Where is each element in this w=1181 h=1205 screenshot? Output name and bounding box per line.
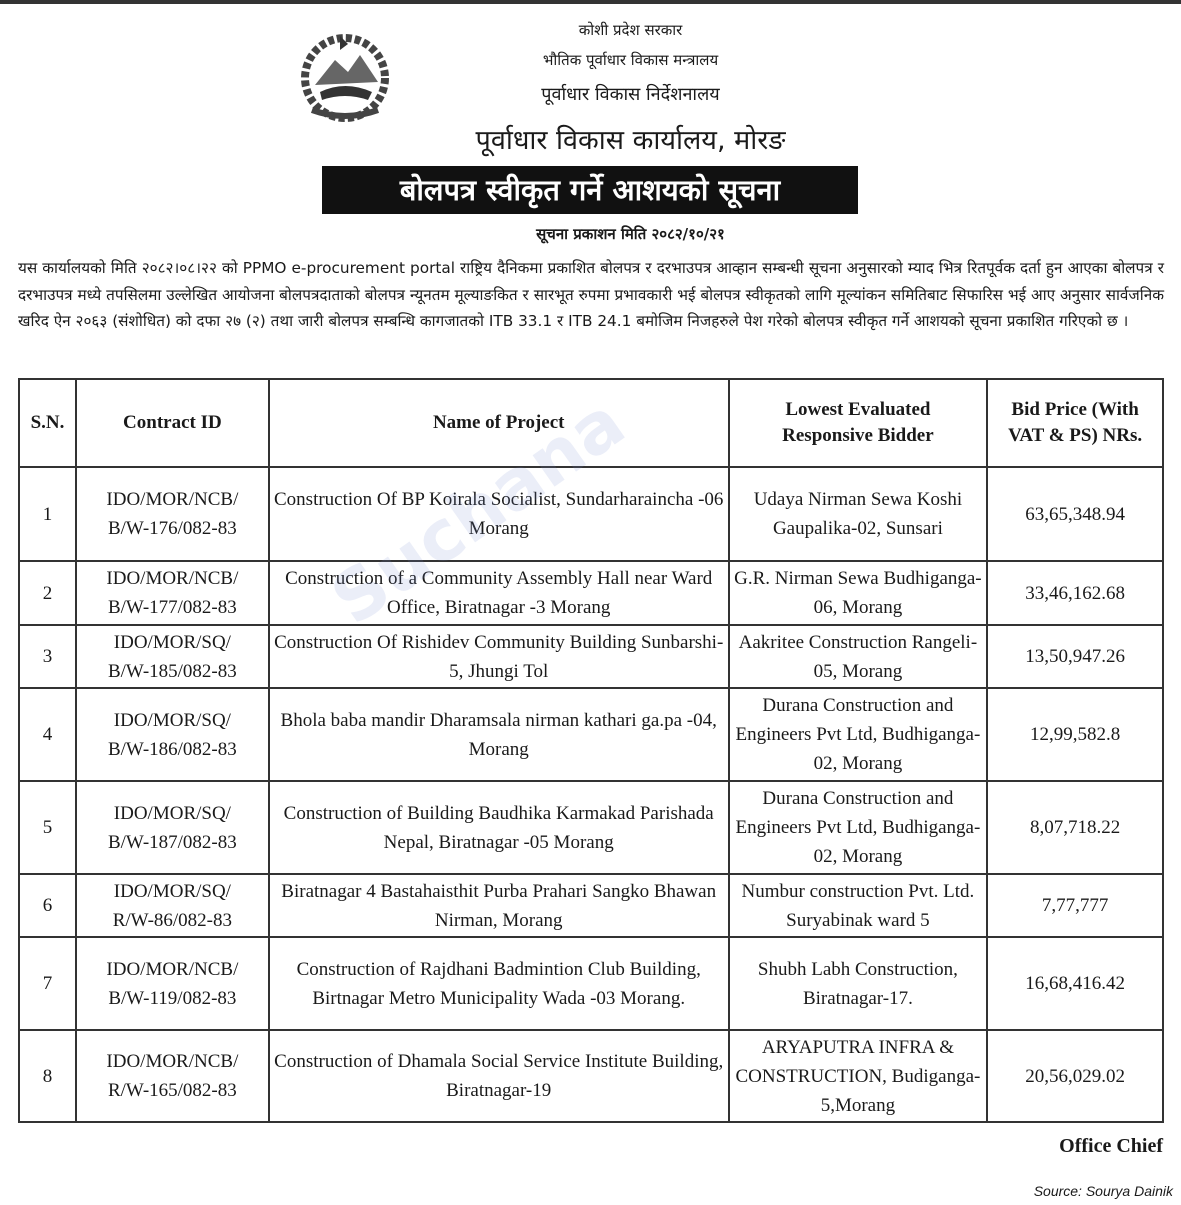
table-row: 3 IDO/MOR/SQ/ B/W-185/082-83 Construction …: [18, 624, 1164, 689]
notice-title: बोलपत्र स्वीकृत गर्ने आशयको सूचना: [322, 166, 858, 214]
header-bidder: Lowest Evaluated Responsive Bidder: [727, 378, 989, 468]
cell-project-name: Construction of Building Baudhika Karmak…: [267, 780, 730, 875]
cell-sn: 6: [18, 873, 77, 938]
cell-project-name: Construction Of Rishidev Community Build…: [267, 624, 730, 689]
cell-contract-id: IDO/MOR/NCB/ B/W-119/082-83: [74, 936, 270, 1031]
cell-bid-price: 20,56,029.02: [986, 1029, 1164, 1123]
cell-bid-price: 13,50,947.26: [986, 624, 1164, 689]
table-row: 1 IDO/MOR/NCB/ B/W-176/082-83 Construction…: [18, 466, 1164, 562]
table-row: 5 IDO/MOR/SQ/ B/W-187/082-83 Construction …: [18, 780, 1164, 875]
cell-bidder: Udaya Nirman Sewa Koshi Gaupalika-02, Su…: [727, 466, 989, 562]
cell-bidder: Aakritee Construction Rangeli-05, Morang: [727, 624, 989, 689]
source-credit: Source: Sourya Dainik: [1033, 1183, 1173, 1199]
cell-project-name: Construction of a Community Assembly Hal…: [267, 560, 730, 626]
cell-contract-id: IDO/MOR/NCB/ R/W-165/082-83: [74, 1029, 270, 1123]
header-project: Name of Project: [267, 378, 730, 468]
cell-sn: 2: [18, 560, 77, 626]
cell-project-name: Construction Of BP Koirala Socialist, Su…: [267, 466, 730, 562]
header-sn: S.N.: [18, 378, 77, 468]
cell-contract-id: IDO/MOR/NCB/ B/W-177/082-83: [74, 560, 270, 626]
cell-bid-price: 8,07,718.22: [986, 780, 1164, 875]
cell-sn: 7: [18, 936, 77, 1031]
cell-sn: 8: [18, 1029, 77, 1123]
table-row: 2 IDO/MOR/NCB/ B/W-177/082-83 Construction…: [18, 560, 1164, 626]
bid-table: S.N. Contract ID Name of Project Lowest …: [18, 378, 1164, 1123]
signature-office-chief: Office Chief: [1059, 1135, 1163, 1157]
cell-project-name: Construction of Dhamala Social Service I…: [267, 1029, 730, 1123]
table-row: 7 IDO/MOR/NCB/ B/W-119/082-83 Construction…: [18, 936, 1164, 1031]
publish-date: सूचना प्रकाशन मिति २०८२/१०/२१: [536, 225, 725, 243]
cell-sn: 5: [18, 780, 77, 875]
table-row: 6 IDO/MOR/SQ/ R/W-86/082-83 Biratnagar 4 B…: [18, 873, 1164, 938]
cell-sn: 4: [18, 687, 77, 782]
header-line-1: कोशी प्रदेश सरकार: [578, 21, 683, 39]
cell-contract-id: IDO/MOR/SQ/ R/W-86/082-83: [74, 873, 270, 938]
body-paragraph: यस कार्यालयको मिति २०८२।०८।२२ को PPMO e-…: [18, 259, 1164, 330]
cell-project-name: Bhola baba mandir Dharamsala nirman kath…: [267, 687, 730, 782]
table-header-row: S.N. Contract ID Name of Project Lowest …: [18, 378, 1164, 468]
cell-bid-price: 63,65,348.94: [986, 466, 1164, 562]
cell-bidder: G.R. Nirman Sewa Budhiganga-06, Morang: [727, 560, 989, 626]
cell-bidder: ARYAPUTRA INFRA & CONSTRUCTION, Budigang…: [727, 1029, 989, 1123]
header-line-2: भौतिक पूर्वाधार विकास मन्त्रालय: [542, 51, 719, 69]
cell-bid-price: 16,68,416.42: [986, 936, 1164, 1031]
cell-bidder: Durana Construction and Engineers Pvt Lt…: [727, 687, 989, 782]
cell-sn: 1: [18, 466, 77, 562]
cell-bid-price: 33,46,162.68: [986, 560, 1164, 626]
cell-contract-id: IDO/MOR/NCB/ B/W-176/082-83: [74, 466, 270, 562]
cell-bid-price: 7,77,777: [986, 873, 1164, 938]
cell-bid-price: 12,99,582.8: [986, 687, 1164, 782]
table-row: 4 IDO/MOR/SQ/ B/W-186/082-83 Bhola baba ma…: [18, 687, 1164, 782]
cell-project-name: Construction of Rajdhani Badmintion Club…: [267, 936, 730, 1031]
header-bid-price: Bid Price (With VAT & PS) NRs.: [986, 378, 1164, 468]
cell-project-name: Biratnagar 4 Bastahaisthit Purba Prahari…: [267, 873, 730, 938]
header-line-3: पूर्वाधार विकास निर्देशनालय: [541, 84, 720, 105]
cell-contract-id: IDO/MOR/SQ/ B/W-187/082-83: [74, 780, 270, 875]
office-name: पूर्वाधार विकास कार्यालय, मोरङ: [475, 125, 786, 156]
cell-bidder: Numbur construction Pvt. Ltd. Suryabinak…: [727, 873, 989, 938]
top-border: [0, 0, 1181, 4]
cell-sn: 3: [18, 624, 77, 689]
cell-bidder: Durana Construction and Engineers Pvt Lt…: [727, 780, 989, 875]
header-contract-id: Contract ID: [74, 378, 270, 468]
cell-contract-id: IDO/MOR/SQ/ B/W-186/082-83: [74, 687, 270, 782]
cell-contract-id: IDO/MOR/SQ/ B/W-185/082-83: [74, 624, 270, 689]
nepal-emblem-icon: [301, 34, 389, 122]
cell-bidder: Shubh Labh Construction, Biratnagar-17.: [727, 936, 989, 1031]
table-row: 8 IDO/MOR/NCB/ R/W-165/082-83 Construction…: [18, 1029, 1164, 1123]
